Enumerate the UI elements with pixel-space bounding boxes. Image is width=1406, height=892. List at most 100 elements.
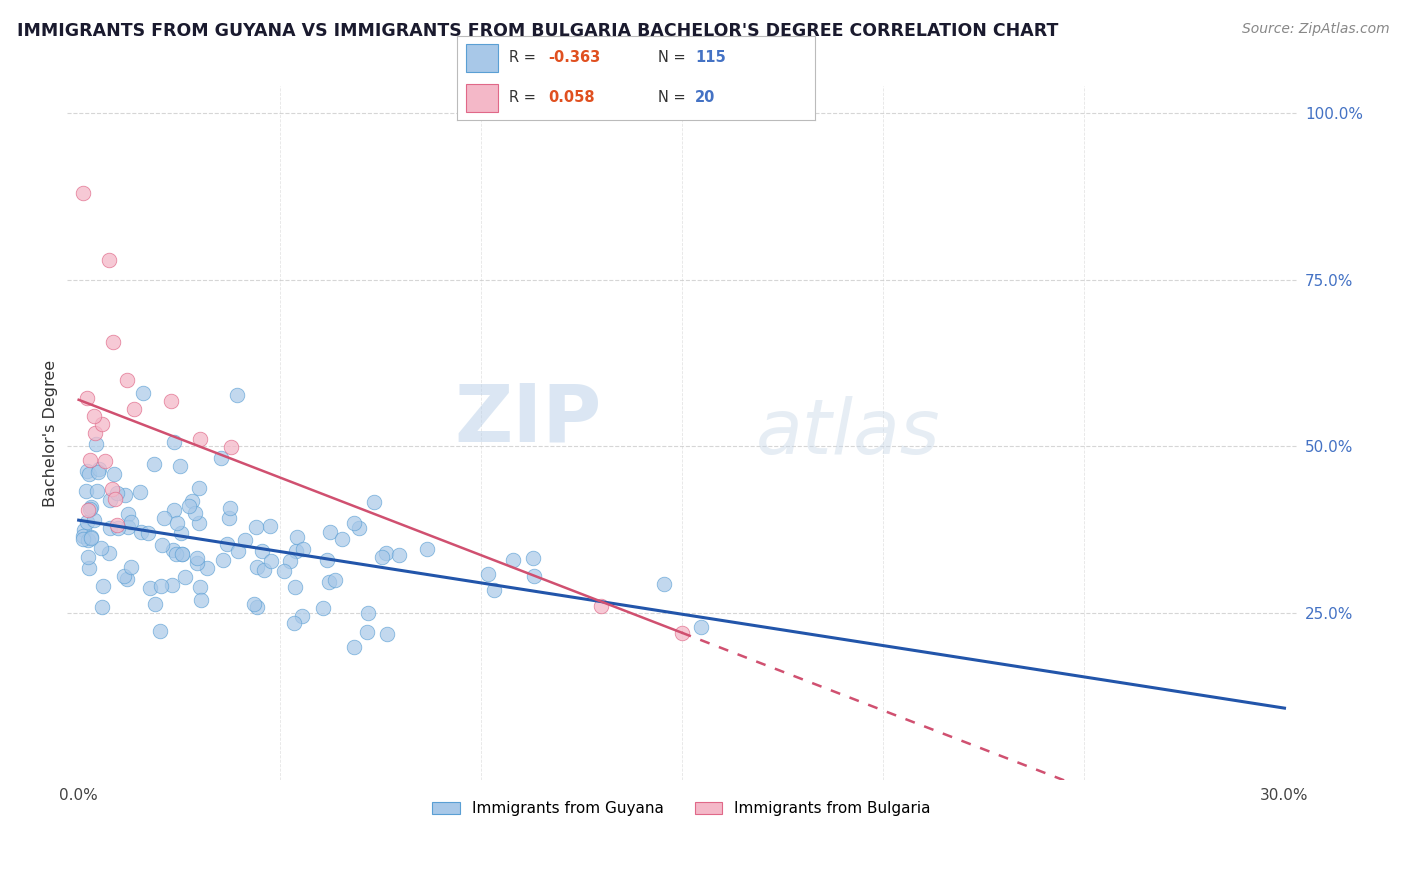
Text: IMMIGRANTS FROM GUYANA VS IMMIGRANTS FROM BULGARIA BACHELOR'S DEGREE CORRELATION: IMMIGRANTS FROM GUYANA VS IMMIGRANTS FRO…	[17, 22, 1059, 40]
Text: R =: R =	[509, 90, 540, 105]
Point	[219, 501, 242, 516]
Point	[101, 482, 124, 496]
Point	[260, 554, 283, 568]
Text: 115: 115	[696, 50, 725, 65]
Point	[80, 500, 103, 514]
Point	[349, 521, 371, 535]
Point	[159, 394, 181, 409]
Point	[233, 533, 256, 547]
Point	[129, 524, 152, 539]
Point	[166, 516, 188, 530]
Point	[375, 627, 398, 641]
Point	[285, 530, 308, 544]
Point	[278, 553, 301, 567]
Point	[120, 516, 142, 530]
Point	[163, 435, 186, 450]
Point	[477, 567, 499, 582]
Point	[91, 579, 114, 593]
Point	[246, 599, 269, 614]
Text: 0.058: 0.058	[548, 90, 595, 105]
Text: -0.363: -0.363	[548, 50, 600, 65]
Point	[103, 334, 125, 349]
Point	[76, 515, 98, 529]
FancyBboxPatch shape	[465, 84, 498, 112]
Point	[77, 561, 100, 575]
Point	[98, 492, 121, 507]
Point	[283, 615, 305, 630]
Point	[152, 539, 174, 553]
Point	[163, 503, 186, 517]
Point	[76, 464, 98, 478]
Point	[160, 578, 183, 592]
Point	[136, 525, 159, 540]
Point	[115, 373, 138, 387]
Text: Source: ZipAtlas.com: Source: ZipAtlas.com	[1241, 22, 1389, 37]
Point	[291, 609, 314, 624]
Point	[169, 525, 191, 540]
Point	[76, 391, 98, 405]
Point	[120, 560, 142, 574]
Point	[375, 546, 398, 560]
Point	[138, 581, 160, 595]
FancyBboxPatch shape	[465, 45, 498, 72]
Point	[90, 600, 112, 615]
Point	[690, 620, 713, 634]
Point	[343, 640, 366, 654]
Point	[190, 580, 212, 594]
Point	[87, 462, 110, 476]
Point	[77, 502, 100, 516]
Point	[502, 553, 524, 567]
Point	[330, 533, 353, 547]
Point	[221, 440, 243, 454]
Point	[523, 569, 546, 583]
Point	[107, 521, 129, 535]
Point	[72, 529, 94, 543]
Point	[285, 543, 308, 558]
Point	[91, 417, 114, 431]
Point	[522, 551, 544, 566]
Point	[103, 467, 125, 482]
Point	[77, 467, 100, 481]
Point	[484, 582, 506, 597]
Point	[195, 560, 218, 574]
Text: N =: N =	[658, 90, 690, 105]
Point	[253, 563, 276, 577]
Legend: Immigrants from Guyana, Immigrants from Bulgaria: Immigrants from Guyana, Immigrants from …	[425, 794, 938, 824]
Point	[79, 452, 101, 467]
Point	[148, 624, 170, 638]
Point	[259, 519, 281, 533]
Point	[79, 502, 101, 516]
Point	[292, 541, 315, 556]
Point	[84, 426, 107, 441]
Point	[86, 483, 108, 498]
Point	[211, 552, 233, 566]
Point	[75, 483, 97, 498]
Point	[143, 597, 166, 611]
Point	[671, 626, 693, 640]
Point	[186, 550, 208, 565]
Point	[245, 520, 267, 534]
Point	[174, 570, 197, 584]
Point	[209, 450, 232, 465]
Point	[226, 544, 249, 558]
Point	[250, 543, 273, 558]
Point	[188, 516, 211, 530]
Point	[122, 402, 145, 417]
Point	[72, 186, 94, 200]
Point	[246, 560, 269, 574]
Point	[312, 601, 335, 615]
Point	[343, 516, 366, 530]
Point	[218, 511, 240, 525]
Point	[117, 520, 139, 534]
Point	[98, 521, 121, 535]
Point	[86, 437, 108, 451]
Point	[162, 543, 184, 558]
Point	[97, 252, 120, 267]
Text: 20: 20	[696, 90, 716, 105]
Point	[318, 575, 340, 590]
Point	[169, 458, 191, 473]
Point	[180, 493, 202, 508]
Point	[363, 495, 385, 509]
Point	[89, 541, 111, 556]
Point	[172, 547, 194, 561]
